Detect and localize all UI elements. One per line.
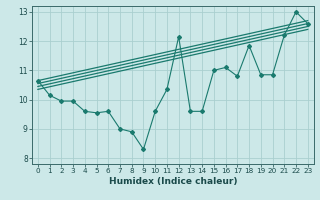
X-axis label: Humidex (Indice chaleur): Humidex (Indice chaleur) [108,177,237,186]
